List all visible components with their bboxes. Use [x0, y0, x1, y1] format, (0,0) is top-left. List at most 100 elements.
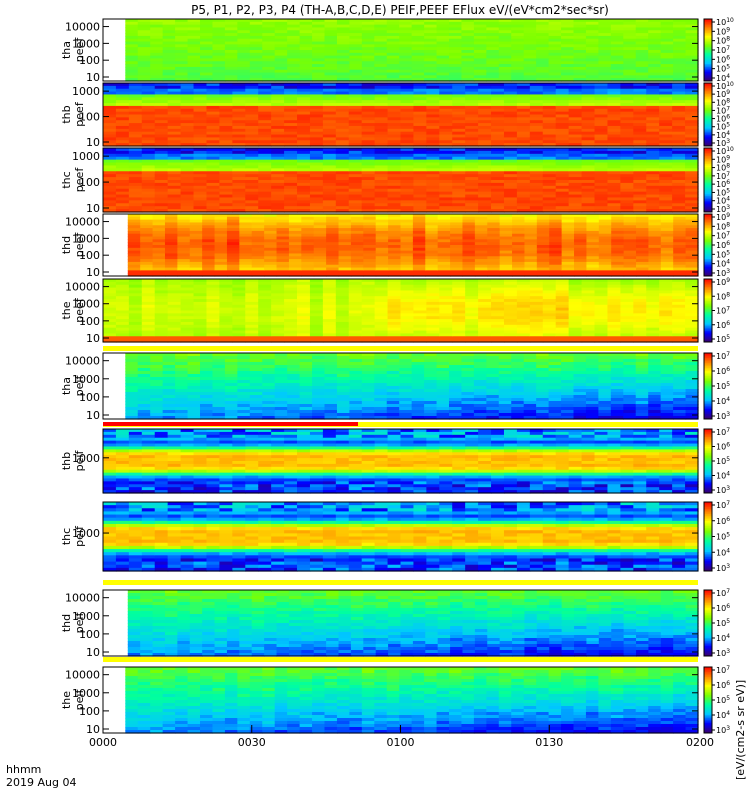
spectrogram-cell [322, 153, 337, 158]
spectrogram-cell [115, 91, 130, 96]
spectrogram-cell [400, 85, 415, 90]
spectrogram-cell [635, 35, 649, 40]
spectrogram-cell [620, 200, 634, 204]
spectrogram-cell [620, 150, 634, 155]
spectrogram-cell [180, 206, 195, 210]
spectrogram-cell [258, 134, 272, 139]
spectrogram-cell [264, 219, 278, 224]
spectrogram-cell [288, 236, 302, 240]
spectrogram-cell [251, 228, 265, 232]
spectrogram-cell [555, 120, 570, 124]
spectrogram-cell [189, 230, 203, 235]
spectrogram-cell [607, 137, 621, 141]
spectrogram-cell [610, 78, 624, 82]
spectrogram-cell [219, 194, 233, 199]
spectrogram-cell [594, 156, 609, 161]
spectrogram-cell [646, 143, 660, 147]
spectrogram-cell [237, 66, 251, 71]
spectrogram-cell [249, 47, 263, 51]
spectrogram-cell [413, 197, 427, 201]
spectrogram-cell [561, 41, 575, 45]
spectrogram-cell [137, 24, 151, 29]
spectrogram-cell [529, 162, 544, 167]
spectrogram-cell [175, 19, 189, 23]
spectrogram-cell [400, 134, 415, 139]
spectrogram-cell [297, 137, 311, 141]
spectrogram-cell [436, 30, 450, 34]
colorbar-swatch [704, 142, 712, 145]
spectrogram-cell [673, 35, 687, 40]
spectrogram-cell [128, 140, 143, 144]
spectrogram-cell [154, 191, 169, 196]
spectrogram-cell [555, 162, 570, 167]
spectrogram-cell [635, 72, 649, 76]
spectrogram-cell [424, 66, 438, 71]
colorbar-tick-label: 109 [716, 89, 730, 99]
spectrogram-cell [175, 58, 189, 62]
spectrogram-cell [594, 137, 609, 141]
y-tick-label: 10 [86, 266, 100, 279]
spectrogram-cell [473, 66, 487, 71]
spectrogram-cell [449, 78, 463, 82]
spectrogram-cell [232, 108, 246, 113]
spectrogram-cell [413, 111, 427, 116]
spectrogram-cell [125, 41, 139, 45]
spectrogram-cell [232, 134, 246, 139]
spectrogram-cell [660, 66, 674, 71]
spectrogram-cell [239, 245, 253, 249]
spectrogram-cell [374, 83, 389, 87]
spectrogram-cell [439, 180, 453, 184]
spectrogram-cell [103, 143, 117, 147]
spectrogram-cell [516, 206, 531, 210]
spectrogram-cell [128, 180, 143, 184]
spectrogram-cell [568, 143, 583, 147]
spectrogram-cell [167, 182, 182, 187]
spectrogram-cell [180, 140, 195, 144]
spectrogram-cell [523, 72, 537, 76]
spectrogram-cell [284, 180, 298, 184]
spectrogram-cell [478, 182, 492, 187]
spectrogram-cell [177, 259, 191, 263]
colorbar-swatch [704, 23, 712, 26]
spectrogram-cell [413, 177, 427, 181]
spectrogram-cell [287, 21, 301, 26]
spectrogram-cell [212, 30, 226, 34]
spectrogram-cell [214, 245, 228, 249]
spectrogram-cell [322, 188, 337, 193]
spectrogram-cell [568, 165, 583, 169]
spectrogram-cell [162, 52, 176, 57]
spectrogram-cell [287, 19, 301, 23]
colorbar-swatch [704, 172, 712, 175]
spectrogram-cell [411, 66, 425, 71]
spectrogram-cell [449, 75, 463, 79]
spectrogram-cell [673, 33, 687, 37]
spectrogram-cell [607, 120, 621, 124]
spectrogram-cell [498, 69, 512, 74]
spectrogram-cell [219, 153, 233, 158]
spectrogram-cell [555, 88, 570, 93]
panel-frame [102, 82, 699, 147]
spectrogram-cell [202, 239, 216, 243]
spectrogram-cell [581, 188, 596, 193]
spectrogram-cell [264, 267, 278, 271]
spectrogram-cell [276, 273, 290, 277]
spectrogram-cell [491, 194, 505, 199]
spectrogram-cell [154, 168, 169, 172]
spectrogram-cell [452, 131, 466, 136]
spectrogram-cell [542, 83, 557, 87]
spectrogram-cell [529, 117, 544, 121]
colorbar-swatch [704, 68, 712, 71]
spectrogram-cell [164, 242, 178, 246]
spectrogram-cell [503, 114, 518, 118]
spectrogram-cell [473, 21, 487, 26]
spectrogram-cell [620, 125, 634, 130]
spectrogram-cell [516, 88, 531, 93]
spectrogram-cell [449, 72, 463, 76]
spectrogram-cell [167, 105, 182, 110]
spectrogram-cell [237, 27, 251, 31]
spectrogram-cell [193, 174, 208, 178]
spectrogram-cell [491, 209, 505, 213]
spectrogram-cell [361, 134, 376, 139]
spectrogram-cell [413, 134, 427, 139]
spectrogram-cell [189, 245, 203, 249]
